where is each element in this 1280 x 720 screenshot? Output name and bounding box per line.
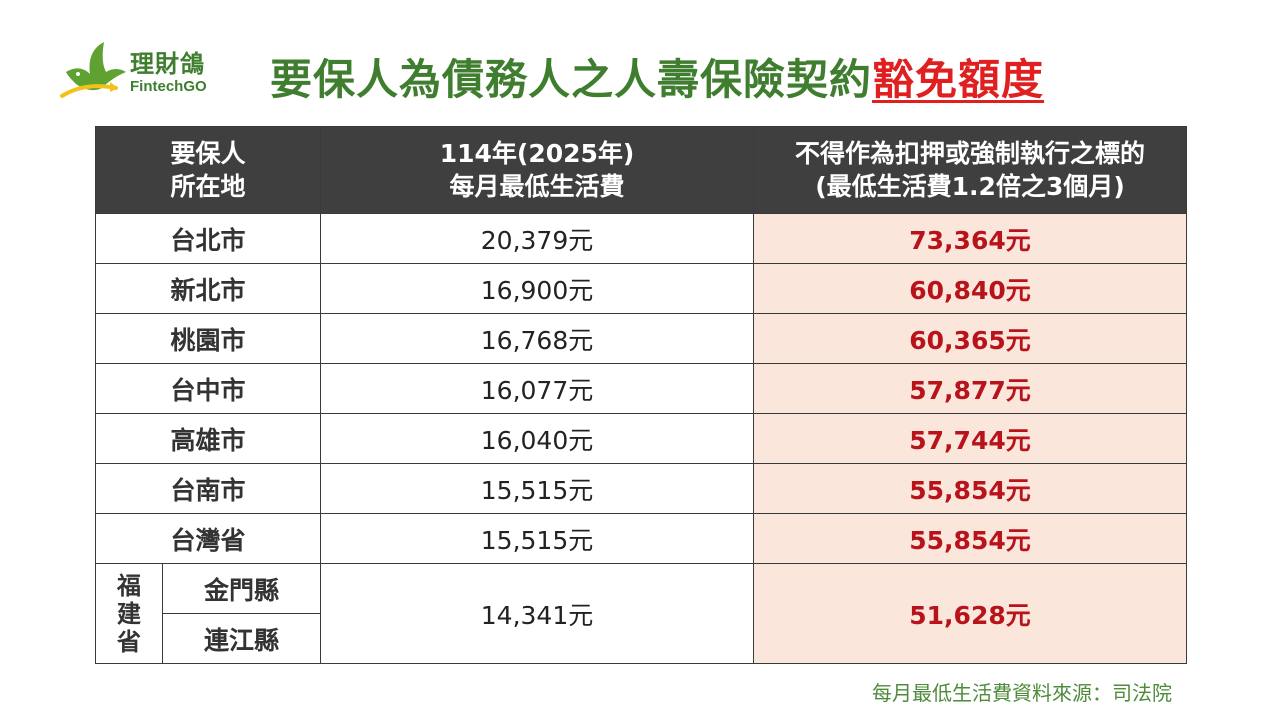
header-cost-line1: 114年(2025年) [439, 139, 635, 168]
fujian-province-cell: 福 建 省 [95, 563, 163, 664]
exempt-amount-cell: 73,364元 [753, 213, 1188, 264]
exempt-amount-cell: 55,854元 [753, 463, 1188, 514]
header-exempt-line1: 不得作為扣押或強制執行之標的 [795, 139, 1146, 168]
location-cell: 桃園市 [94, 313, 322, 364]
province-char: 省 [117, 627, 141, 656]
min-cost-cell: 16,768元 [320, 313, 755, 364]
location-cell: 台中市 [94, 363, 322, 414]
exempt-amount-cell: 60,365元 [753, 313, 1188, 364]
header-location: 要保人 所在地 [94, 126, 322, 214]
min-cost-cell: 16,900元 [320, 263, 755, 314]
table-row: 新北市 16,900元 60,840元 [94, 263, 1188, 314]
location-cell: 新北市 [94, 263, 322, 314]
location-cell: 台北市 [94, 213, 322, 264]
min-cost-cell: 16,077元 [320, 363, 755, 414]
header-exempt-amount: 不得作為扣押或強制執行之標的 (最低生活費1.2倍之3個月) [753, 126, 1188, 214]
table-row: 桃園市 16,768元 60,365元 [94, 313, 1188, 364]
header-location-line2: 所在地 [170, 172, 246, 201]
logo-name-en: FintechGO [130, 78, 207, 95]
min-cost-cell: 15,515元 [320, 463, 755, 514]
exempt-amount-cell: 60,840元 [753, 263, 1188, 314]
min-cost-cell: 20,379元 [320, 213, 755, 264]
header-min-cost: 114年(2025年) 每月最低生活費 [320, 126, 755, 214]
min-cost-cell: 15,515元 [320, 513, 755, 564]
table-row: 台北市 20,379元 73,364元 [94, 213, 1188, 264]
table-row-fujian-lienchiang: 連江縣 [96, 613, 1187, 664]
province-char: 福 [117, 571, 141, 600]
dove-icon [60, 42, 126, 98]
exempt-amount-cell: 55,854元 [753, 513, 1188, 564]
exempt-amount-cell-fujian: 51,628元 [753, 563, 1188, 664]
table-row: 高雄市 16,040元 57,744元 [94, 413, 1188, 464]
location-cell: 台灣省 [94, 513, 322, 564]
header-exempt-line2: (最低生活費1.2倍之3個月) [815, 172, 1125, 201]
exemption-table: 要保人 所在地 114年(2025年) 每月最低生活費 不得作為扣押或強制執行之… [94, 126, 1188, 664]
data-source-note: 每月最低生活費資料來源：司法院 [872, 681, 1172, 705]
table-row: 台中市 16,077元 57,877元 [94, 363, 1188, 414]
page-title: 要保人為債務人之人壽保險契約豁免額度 [270, 46, 1044, 107]
location-cell-kinmen: 金門縣 [161, 563, 322, 614]
brand-logo: 理財鴿 FintechGO [58, 38, 218, 104]
table-header-row: 要保人 所在地 114年(2025年) 每月最低生活費 不得作為扣押或強制執行之… [94, 126, 1188, 214]
title-main: 要保人為債務人之人壽保險契約 [270, 55, 873, 104]
table-row-fujian-kinmen: 福 建 省 金門縣 14,341元 51,628元 [95, 563, 1188, 664]
logo-name-cn: 理財鴿 [130, 50, 205, 78]
exempt-amount-cell: 57,877元 [753, 363, 1188, 414]
header-cost-line2: 每月最低生活費 [449, 172, 625, 201]
table-row: 台灣省 15,515元 55,854元 [94, 513, 1188, 564]
header-location-line1: 要保人 [170, 139, 246, 168]
min-cost-cell: 16,040元 [320, 413, 755, 464]
location-cell-lienchiang: 連江縣 [161, 613, 322, 664]
title-highlight: 豁免額度 [872, 55, 1045, 104]
province-char: 建 [117, 599, 141, 628]
location-cell: 台南市 [94, 463, 322, 514]
min-cost-cell-fujian: 14,341元 [320, 563, 755, 664]
exempt-amount-cell: 57,744元 [753, 413, 1188, 464]
table-row: 台南市 15,515元 55,854元 [94, 463, 1188, 514]
location-cell: 高雄市 [94, 413, 322, 464]
